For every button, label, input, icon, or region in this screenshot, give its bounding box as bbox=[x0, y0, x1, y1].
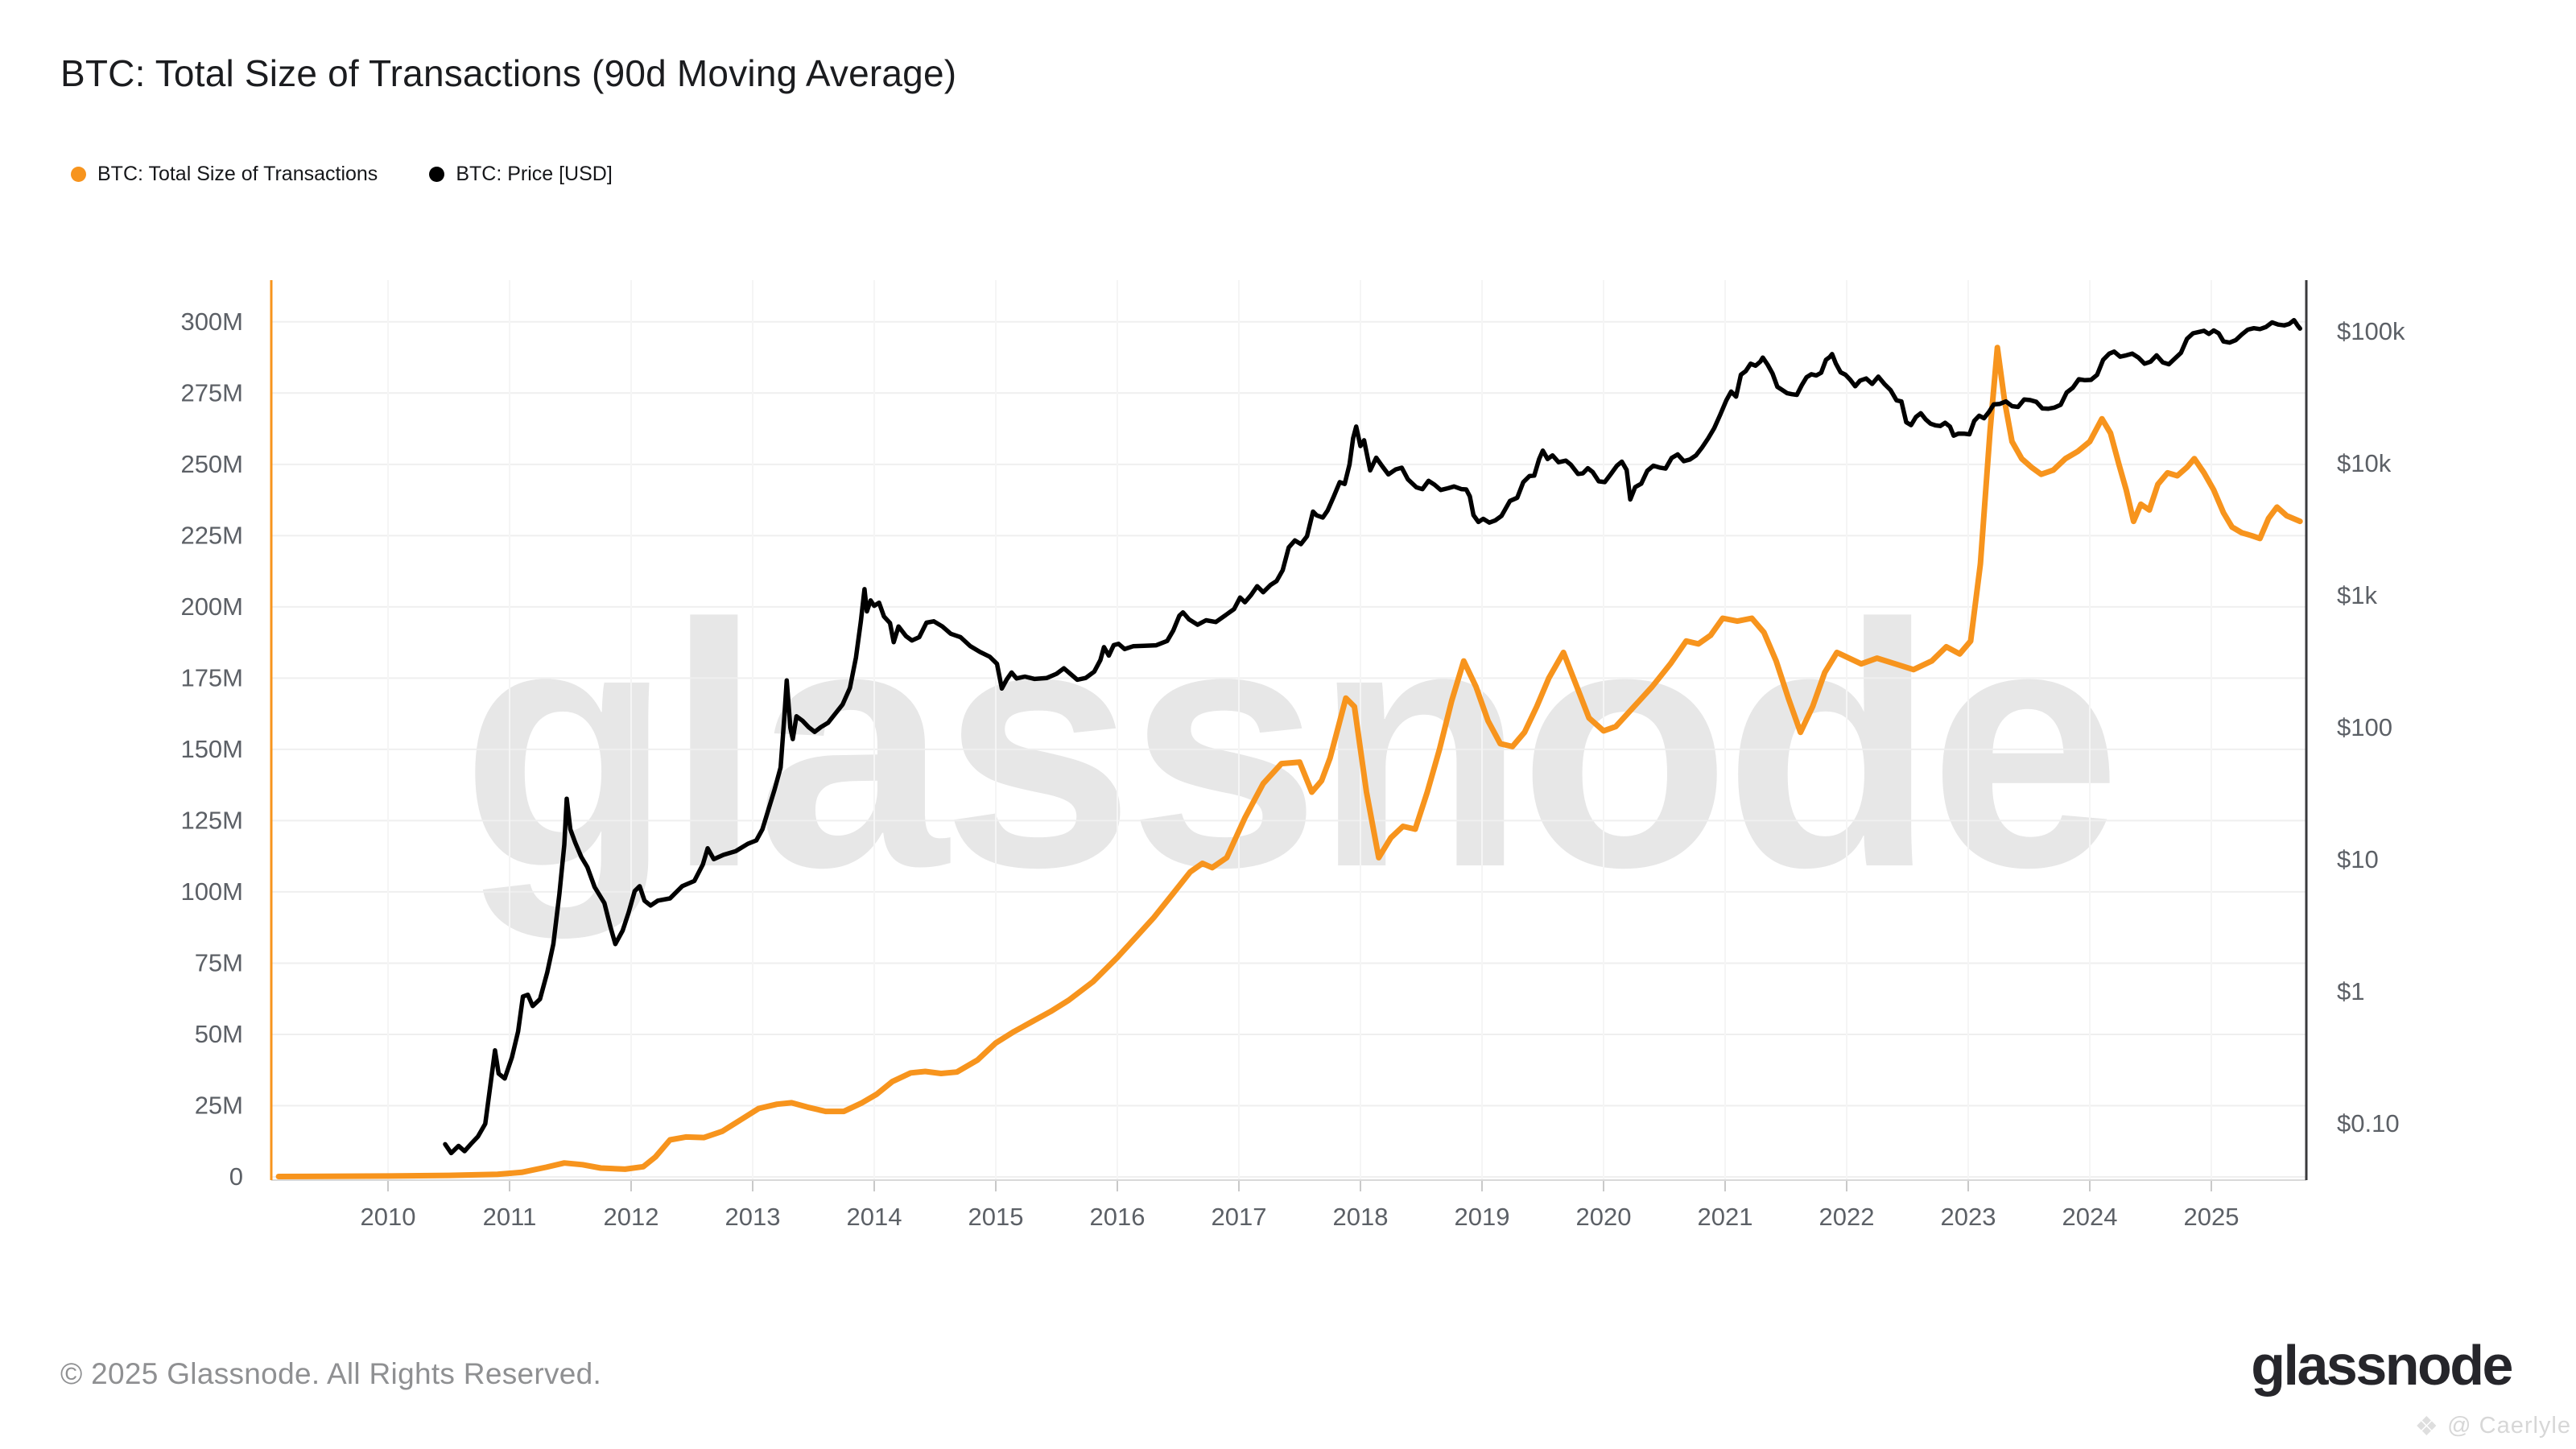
legend-dot-orange-icon bbox=[71, 167, 86, 182]
left-axis-tick-label: 275M bbox=[180, 378, 243, 407]
x-axis-tick-label: 2025 bbox=[2184, 1203, 2240, 1231]
right-axis-tick-label: $100k bbox=[2337, 317, 2405, 345]
left-axis-tick-label: 50M bbox=[195, 1020, 243, 1048]
legend-item-total-size[interactable]: BTC: Total Size of Transactions bbox=[71, 163, 378, 186]
left-axis-tick-label: 225M bbox=[180, 521, 243, 549]
copyright-text: © 2025 Glassnode. All Rights Reserved. bbox=[60, 1357, 602, 1390]
x-axis-tick-label: 2022 bbox=[1819, 1203, 1875, 1231]
left-axis-tick-label: 300M bbox=[180, 308, 243, 336]
glassnode-logo: glassnode bbox=[2251, 1334, 2513, 1397]
left-axis-tick-label: 125M bbox=[180, 806, 243, 834]
right-axis-tick-label: $10k bbox=[2337, 449, 2392, 477]
left-axis-tick-label: 175M bbox=[180, 663, 243, 691]
author-watermark: ❖ @ Caerlyle bbox=[2415, 1410, 2571, 1442]
right-axis-tick-label: $100 bbox=[2337, 713, 2392, 741]
x-axis-tick-label: 2023 bbox=[1941, 1203, 1996, 1231]
glassnode-watermark: glassnode bbox=[461, 553, 2116, 941]
left-axis-tick-label: 25M bbox=[195, 1091, 243, 1119]
left-axis-tick-label: 250M bbox=[180, 450, 243, 478]
x-axis-tick-label: 2016 bbox=[1090, 1203, 1146, 1231]
left-axis-tick-label: 0 bbox=[229, 1162, 243, 1191]
legend-item-price[interactable]: BTC: Price [USD] bbox=[429, 163, 613, 186]
x-axis-tick-label: 2017 bbox=[1212, 1203, 1267, 1231]
x-axis-tick-label: 2018 bbox=[1333, 1203, 1389, 1231]
x-axis-tick-label: 2010 bbox=[361, 1203, 416, 1231]
legend-dot-black-icon bbox=[429, 167, 445, 182]
x-axis-tick-label: 2012 bbox=[604, 1203, 659, 1231]
page-title: BTC: Total Size of Transactions (90d Mov… bbox=[60, 52, 957, 94]
left-axis-tick-label: 100M bbox=[180, 877, 243, 906]
x-axis-tick-label: 2021 bbox=[1698, 1203, 1753, 1231]
price-line-series bbox=[443, 317, 2302, 1156]
right-axis-tick-label: $10 bbox=[2337, 845, 2379, 873]
left-axis-tick-label: 200M bbox=[180, 592, 243, 621]
chart-legend: BTC: Total Size of Transactions BTC: Pri… bbox=[71, 163, 613, 186]
total-size-line-series bbox=[275, 345, 2303, 1179]
legend-label: BTC: Total Size of Transactions bbox=[97, 163, 378, 185]
diamond-icon: ❖ bbox=[2414, 1411, 2440, 1441]
x-axis-tick-label: 2011 bbox=[483, 1203, 537, 1231]
x-axis-tick-label: 2015 bbox=[968, 1203, 1024, 1231]
right-axis-tick-label: $1k bbox=[2337, 581, 2377, 609]
left-axis-tick-label: 75M bbox=[195, 948, 243, 976]
right-axis-tick-label: $1 bbox=[2337, 977, 2364, 1005]
author-handle: @ Caerlyle bbox=[2447, 1413, 2571, 1439]
left-axis-tick-label: 150M bbox=[180, 735, 243, 763]
right-axis-tick-label: $0.10 bbox=[2337, 1109, 2400, 1137]
x-axis-tick-label: 2019 bbox=[1455, 1203, 1510, 1231]
x-axis-tick-label: 2014 bbox=[847, 1203, 902, 1231]
x-axis-tick-label: 2013 bbox=[725, 1203, 781, 1231]
x-axis-tick-label: 2024 bbox=[2062, 1203, 2118, 1231]
x-axis-tick-label: 2020 bbox=[1576, 1203, 1632, 1231]
legend-label: BTC: Price [USD] bbox=[456, 163, 613, 185]
